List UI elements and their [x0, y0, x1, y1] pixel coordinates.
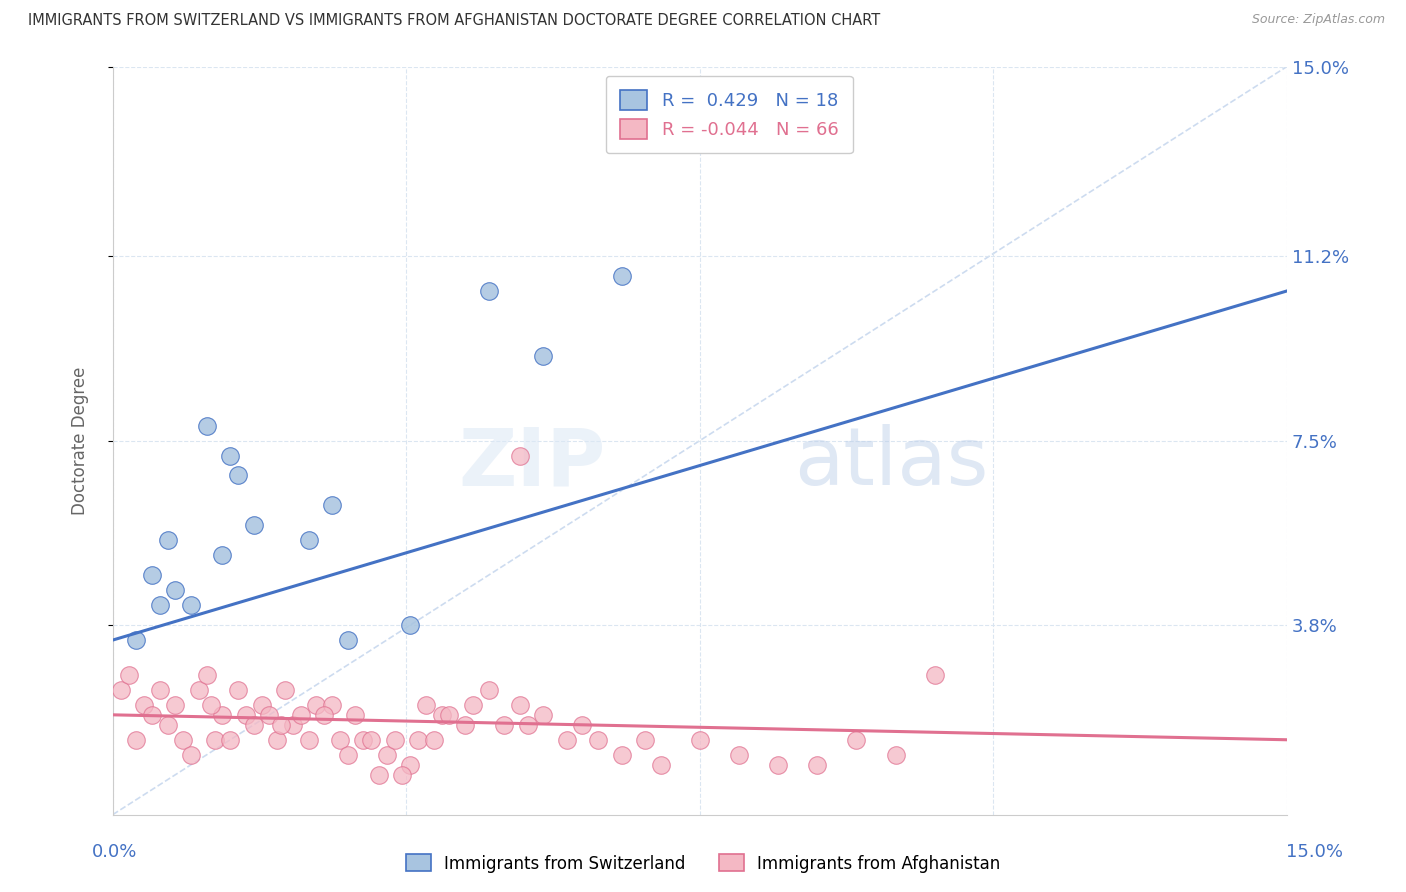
Point [531, 349, 554, 363]
Point [336, 747, 359, 762]
Point [290, 707, 312, 722]
Point [415, 698, 437, 712]
Point [689, 732, 711, 747]
Point [555, 732, 578, 747]
Point [924, 668, 946, 682]
Point [180, 747, 202, 762]
Text: 15.0%: 15.0% [1285, 843, 1343, 861]
Point [195, 418, 218, 433]
Point [141, 568, 163, 582]
Point [571, 718, 593, 732]
Point [586, 732, 609, 747]
Point [650, 757, 672, 772]
Point [211, 707, 233, 722]
Point [187, 682, 209, 697]
Point [477, 682, 499, 697]
Point [172, 732, 194, 747]
Point [305, 698, 328, 712]
Point [149, 682, 172, 697]
Point [430, 707, 453, 722]
Point [728, 747, 751, 762]
Point [219, 449, 242, 463]
Legend: Immigrants from Switzerland, Immigrants from Afghanistan: Immigrants from Switzerland, Immigrants … [399, 847, 1007, 880]
Point [281, 718, 304, 732]
Point [461, 698, 484, 712]
Point [806, 757, 828, 772]
Point [297, 732, 319, 747]
Point [141, 707, 163, 722]
Point [391, 767, 413, 781]
Point [200, 698, 222, 712]
Point [531, 707, 554, 722]
Text: atlas: atlas [794, 424, 988, 502]
Point [336, 633, 359, 648]
Point [384, 732, 406, 747]
Point [156, 533, 179, 548]
Point [259, 707, 281, 722]
Point [211, 548, 233, 562]
Point [270, 718, 292, 732]
Point [134, 698, 156, 712]
Point [610, 268, 633, 283]
Point [344, 707, 367, 722]
Point [360, 732, 382, 747]
Point [439, 707, 461, 722]
Text: IMMIGRANTS FROM SWITZERLAND VS IMMIGRANTS FROM AFGHANISTAN DOCTORATE DEGREE CORR: IMMIGRANTS FROM SWITZERLAND VS IMMIGRANT… [28, 13, 880, 29]
Point [321, 499, 343, 513]
Point [368, 767, 391, 781]
Point [195, 668, 218, 682]
Point [226, 468, 249, 483]
Legend: R =  0.429   N = 18, R = -0.044   N = 66: R = 0.429 N = 18, R = -0.044 N = 66 [606, 76, 853, 153]
Point [375, 747, 398, 762]
Point [634, 732, 657, 747]
Point [165, 583, 187, 598]
Text: 0.0%: 0.0% [91, 843, 136, 861]
Point [766, 757, 789, 772]
Point [884, 747, 907, 762]
Point [297, 533, 319, 548]
Point [406, 732, 429, 747]
Y-axis label: Doctorate Degree: Doctorate Degree [72, 367, 89, 515]
Point [110, 682, 132, 697]
Point [235, 707, 257, 722]
Point [204, 732, 226, 747]
Point [509, 449, 531, 463]
Point [509, 698, 531, 712]
Point [242, 518, 264, 533]
Text: ZIP: ZIP [458, 424, 606, 502]
Text: Source: ZipAtlas.com: Source: ZipAtlas.com [1251, 13, 1385, 27]
Point [399, 618, 422, 632]
Point [266, 732, 288, 747]
Point [399, 757, 422, 772]
Point [219, 732, 242, 747]
Point [454, 718, 477, 732]
Point [274, 682, 297, 697]
Point [329, 732, 352, 747]
Point [250, 698, 273, 712]
Point [156, 718, 179, 732]
Point [422, 732, 444, 747]
Point [610, 747, 633, 762]
Point [352, 732, 374, 747]
Point [314, 707, 336, 722]
Point [226, 682, 249, 697]
Point [845, 732, 868, 747]
Point [321, 698, 343, 712]
Point [149, 598, 172, 612]
Point [180, 598, 202, 612]
Point [165, 698, 187, 712]
Point [117, 668, 139, 682]
Point [242, 718, 264, 732]
Point [125, 633, 148, 648]
Point [516, 718, 538, 732]
Point [494, 718, 516, 732]
Point [125, 732, 148, 747]
Point [477, 284, 499, 298]
